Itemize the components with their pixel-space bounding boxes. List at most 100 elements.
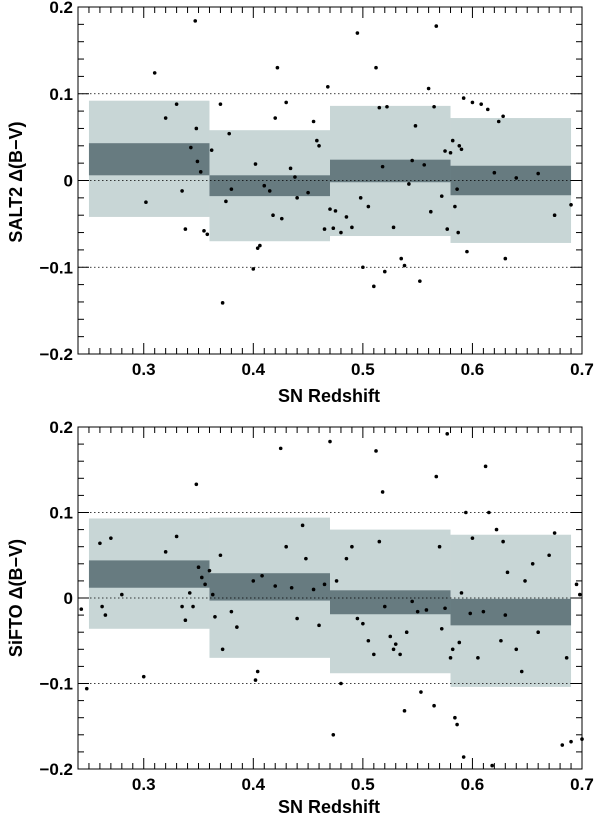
x-tick-label: 0.7 [570, 775, 594, 794]
data-point [293, 175, 297, 179]
inner-error-band [330, 159, 451, 183]
data-point [385, 104, 389, 109]
data-point [374, 449, 378, 453]
data-point [279, 216, 284, 221]
data-point [193, 19, 198, 23]
data-point [465, 249, 469, 254]
data-point [152, 71, 157, 75]
data-point [311, 587, 316, 592]
data-point [569, 202, 573, 207]
data-point [98, 541, 102, 546]
data-point [434, 474, 439, 479]
data-point [322, 582, 327, 587]
data-point [514, 176, 519, 180]
data-point [366, 204, 371, 209]
data-point [457, 144, 462, 148]
data-point [109, 536, 113, 540]
data-point [569, 739, 573, 744]
x-tick-label: 0.3 [132, 360, 156, 379]
data-point [333, 209, 338, 213]
data-point [503, 256, 508, 261]
data-point [503, 613, 508, 617]
data-point [103, 613, 108, 617]
data-point [418, 279, 422, 283]
inner-error-band [209, 175, 330, 197]
x-axis-title: SN Redshift [278, 386, 380, 406]
data-point [481, 609, 486, 614]
data-point [426, 86, 431, 91]
data-point [399, 256, 404, 261]
data-point [317, 144, 321, 148]
data-point [419, 690, 423, 694]
data-point [79, 607, 84, 611]
data-point [476, 656, 480, 660]
data-point [328, 439, 332, 444]
data-point [227, 131, 231, 136]
data-point [448, 150, 453, 155]
data-point [404, 630, 409, 634]
y-tick-label: 0 [64, 589, 73, 608]
data-point [163, 550, 168, 554]
data-point [377, 105, 382, 110]
x-tick-label: 0.5 [351, 360, 375, 379]
sifto-color-residual-panel: 0.3 0.4 0.5 0.6 0.7 −0.2 −0.1 0 0.1 0.2 SiFTO Δ(B… [6, 418, 594, 817]
data-point [402, 263, 407, 268]
data-point [194, 126, 199, 131]
data-point [361, 621, 365, 626]
data-point [344, 556, 349, 561]
data-point [461, 755, 466, 759]
x-tick-label: 0.4 [241, 360, 265, 379]
data-point [300, 523, 305, 528]
data-point [267, 189, 272, 193]
data-point [523, 579, 527, 583]
x-tick-label: 0.5 [351, 775, 375, 794]
data-point [505, 570, 510, 575]
data-point [464, 510, 468, 515]
data-point [415, 609, 420, 614]
data-point [183, 227, 188, 231]
inner-error-band [209, 573, 330, 601]
data-point [437, 544, 442, 549]
data-point [229, 609, 234, 614]
data-point [445, 432, 450, 436]
y-tick-label: 0.1 [49, 85, 73, 104]
data-point [350, 544, 354, 549]
data-point [434, 24, 439, 28]
data-point [450, 138, 455, 143]
data-point [398, 652, 402, 657]
data-point [547, 553, 551, 558]
data-point [163, 116, 168, 120]
data-point [191, 604, 195, 609]
data-point [331, 733, 336, 737]
data-point [380, 164, 385, 169]
data-point [448, 656, 453, 660]
data-point [479, 102, 484, 106]
data-point [331, 226, 336, 231]
data-point [439, 626, 444, 631]
data-point [560, 743, 565, 747]
data-point [315, 138, 319, 143]
data-point [490, 763, 494, 768]
data-point [311, 119, 316, 124]
data-point [422, 163, 427, 167]
data-point [210, 592, 215, 597]
data-point [195, 159, 200, 164]
data-point [388, 634, 393, 639]
data-point [183, 618, 188, 623]
data-point [344, 215, 349, 219]
data-point [374, 65, 378, 70]
data-point [355, 31, 360, 35]
data-point [273, 584, 278, 588]
data-point [194, 482, 199, 487]
data-point [196, 565, 201, 570]
data-point [443, 149, 447, 153]
data-point [273, 116, 278, 120]
data-point [552, 213, 557, 217]
data-point [284, 544, 288, 549]
data-point [453, 715, 457, 720]
data-point [144, 200, 148, 204]
data-point [372, 284, 376, 289]
data-point [492, 170, 497, 175]
data-point [220, 301, 225, 305]
data-point [361, 265, 365, 270]
